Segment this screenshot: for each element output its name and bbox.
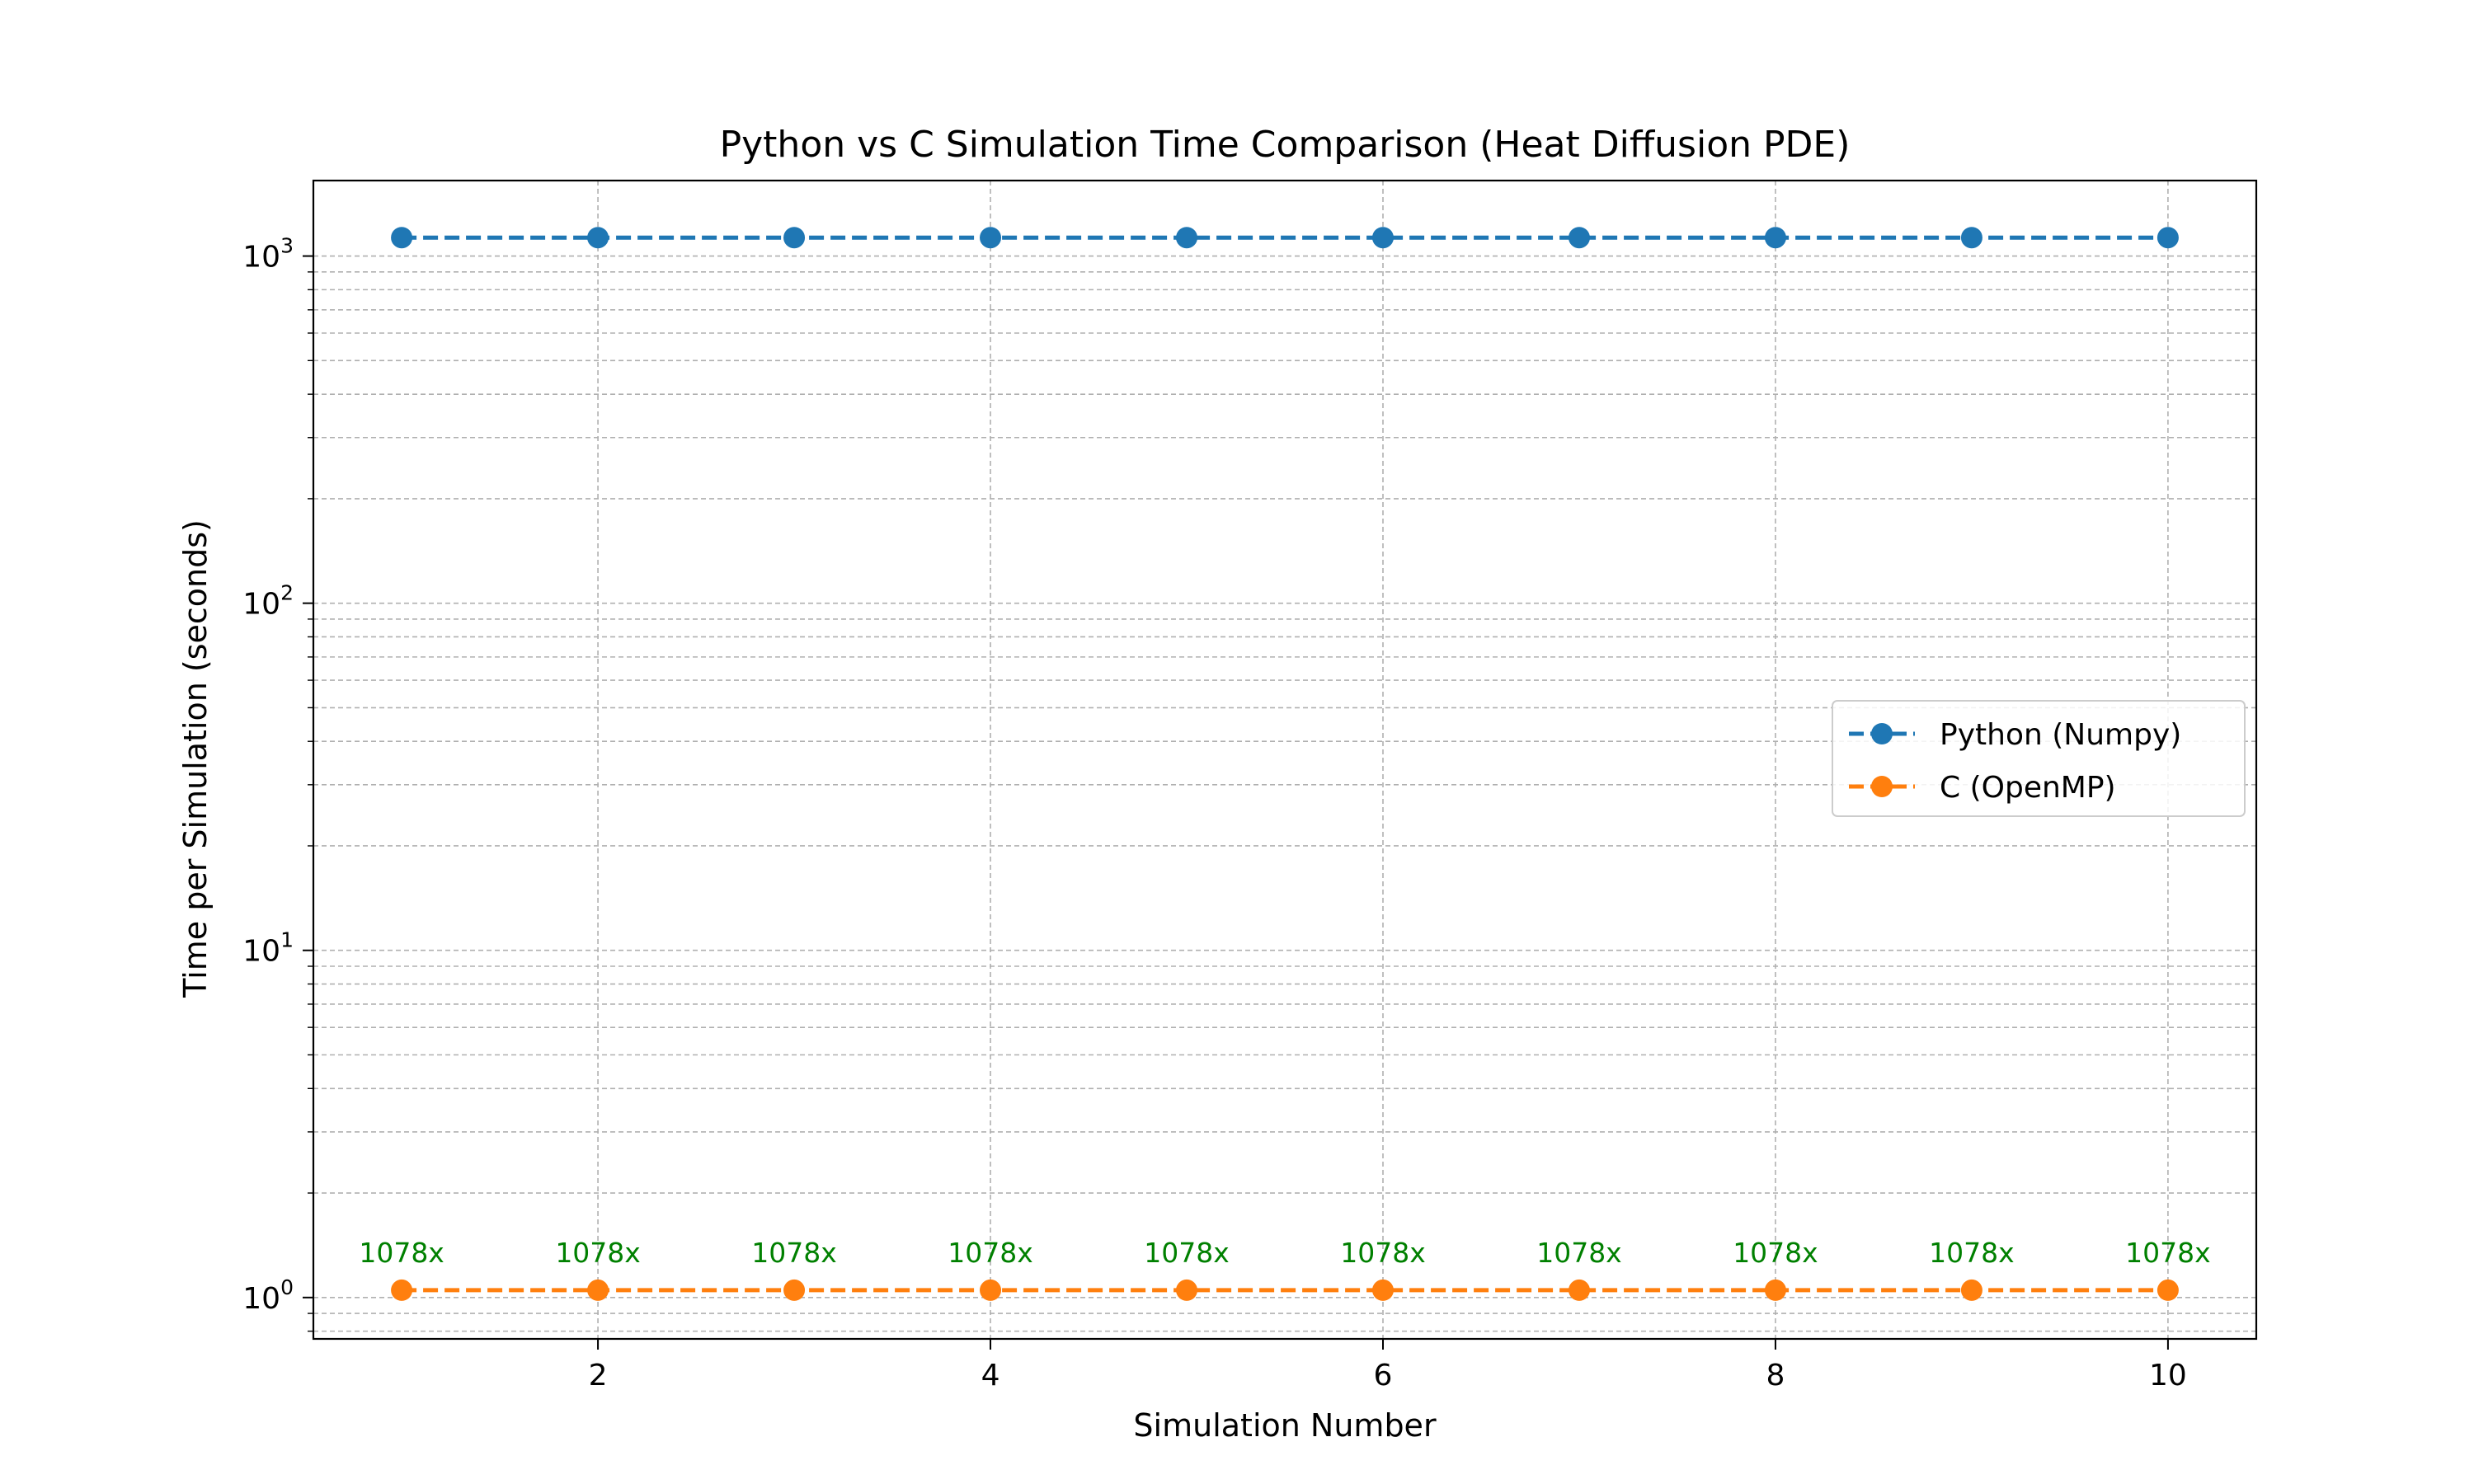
data-point <box>587 1279 609 1301</box>
y-tick-label: 103 <box>242 234 294 275</box>
legend-item: C (OpenMP) <box>1849 771 2116 805</box>
legend-label: C (OpenMP) <box>1940 771 2116 805</box>
legend-marker <box>1871 723 1893 744</box>
data-point <box>2157 1279 2179 1301</box>
y-tick-label: 102 <box>242 581 294 622</box>
data-point <box>1371 227 1394 249</box>
series-1 <box>391 1279 2179 1301</box>
speedup-label: 1078x <box>1144 1237 1230 1269</box>
series-0 <box>391 227 2179 249</box>
data-point <box>1568 227 1590 249</box>
y-tick-exponent: 1 <box>280 928 294 952</box>
x-tick-label: 6 <box>1374 1359 1393 1392</box>
y-tick-base: 10 <box>242 935 280 969</box>
x-axis-label: Simulation Number <box>1133 1407 1437 1444</box>
speedup-label: 1078x <box>948 1237 1033 1269</box>
speedup-label: 1078x <box>1733 1237 1818 1269</box>
data-point <box>980 1279 1002 1301</box>
speedup-annotations: 1078x 1078x 1078x 1078x 1078x 1078x 1078x 1078x… <box>359 1237 2210 1269</box>
x-tick-label: 4 <box>981 1359 1000 1392</box>
y-tick-exponent: 3 <box>280 234 294 258</box>
legend-item: Python (Numpy) <box>1849 718 2181 752</box>
data-point <box>1176 227 1198 249</box>
speedup-label: 1078x <box>555 1237 641 1269</box>
y-axis-label: Time per Simulation (seconds) <box>177 519 214 998</box>
y-tick-label: 100 <box>242 1275 294 1316</box>
speedup-label: 1078x <box>2125 1237 2211 1269</box>
data-point <box>587 227 609 249</box>
y-tick-exponent: 2 <box>280 581 294 605</box>
data-point <box>1176 1279 1198 1301</box>
data-point <box>1960 1279 1982 1301</box>
data-point <box>391 227 413 249</box>
speedup-label: 1078x <box>1340 1237 1426 1269</box>
speedup-label: 1078x <box>359 1237 444 1269</box>
data-point <box>980 227 1002 249</box>
data-point <box>2157 227 2179 249</box>
y-tick-base: 10 <box>242 1282 280 1316</box>
data-point <box>783 227 806 249</box>
x-tick-label: 10 <box>2149 1359 2187 1392</box>
legend-label: Python (Numpy) <box>1940 718 2181 752</box>
x-tick-label: 8 <box>1766 1359 1785 1392</box>
data-point <box>391 1279 413 1301</box>
data-point <box>1960 227 1982 249</box>
data-point <box>1568 1279 1590 1301</box>
series-layer <box>391 227 2179 1301</box>
y-tick-base: 10 <box>242 588 280 622</box>
y-tick-label: 101 <box>242 928 294 969</box>
x-tick-label: 2 <box>589 1359 608 1392</box>
data-point <box>1371 1279 1394 1301</box>
grid <box>313 181 2256 1339</box>
legend-box <box>1832 700 2246 817</box>
y-tick-base: 10 <box>242 241 280 275</box>
data-point <box>1764 1279 1786 1301</box>
data-point <box>783 1279 806 1301</box>
plot-frame <box>312 179 2258 1341</box>
legend: Python (Numpy) C (OpenMP) <box>1832 700 2246 817</box>
speedup-label: 1078x <box>1536 1237 1622 1269</box>
speedup-label: 1078x <box>751 1237 837 1269</box>
data-point <box>1764 227 1786 249</box>
speedup-label: 1078x <box>1929 1237 2015 1269</box>
y-tick-exponent: 0 <box>280 1275 294 1299</box>
chart-title: Python vs C Simulation Time Comparison (… <box>720 124 1851 166</box>
legend-marker <box>1871 776 1893 797</box>
